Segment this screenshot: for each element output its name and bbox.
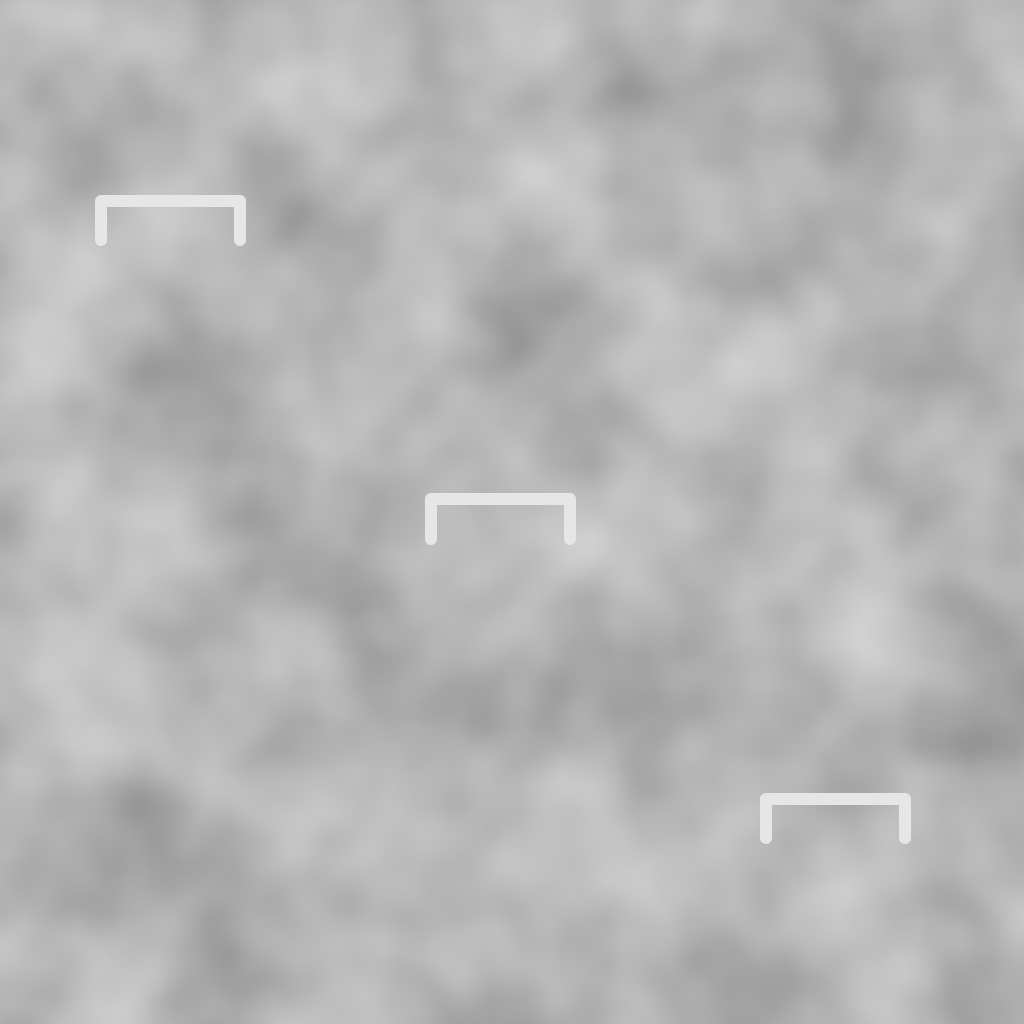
bracket-marker (425, 493, 576, 545)
bracket-marker (760, 793, 911, 844)
bracket-marker (95, 195, 246, 246)
terrain-texture (20, 0, 1004, 1024)
